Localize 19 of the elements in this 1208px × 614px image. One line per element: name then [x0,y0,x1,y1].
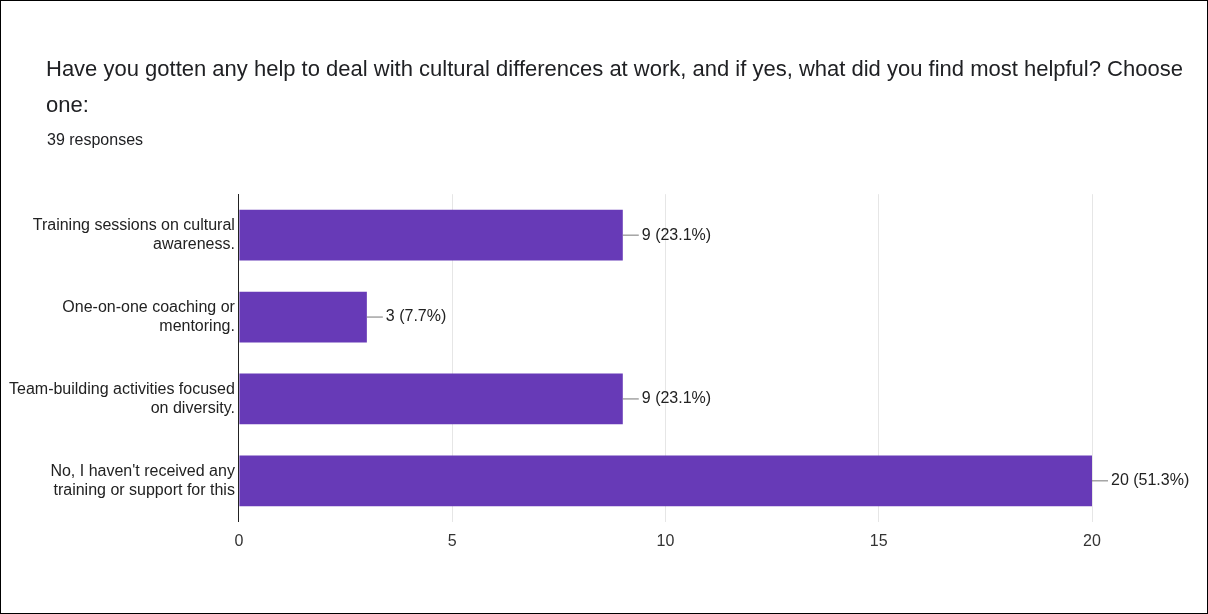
y-tick-label: No, I haven't received any training or support for this [50,461,235,498]
data-label: 9 (23.1%) [641,389,712,407]
y-tick-label: Team-building activities focused on diversity. [9,379,235,416]
y-tick-label: One-on-one coaching or mentoring. [62,297,236,335]
data-label: 3 (7.7%) [385,307,447,325]
x-tick-label: 5 [447,531,457,549]
x-tick-label: 0 [234,531,244,549]
y-tick-label: Training sessions on cultural awareness. [32,215,235,253]
chart-title: Have you gotten any help to deal with cultural differences at work, and if yes, what did you find most helpful? Choose one: [46,55,1184,119]
bar [239,209,623,261]
data-label: 20 (51.3%) [1111,471,1190,489]
data-label: 9 (23.1%) [641,225,712,243]
x-tick-label: 15 [869,531,888,549]
bar [239,373,623,425]
x-tick-label: 10 [656,531,675,549]
bar [239,455,1092,507]
bar [239,291,367,343]
x-tick-label: 20 [1083,531,1101,549]
text: 39 responses [47,131,144,149]
